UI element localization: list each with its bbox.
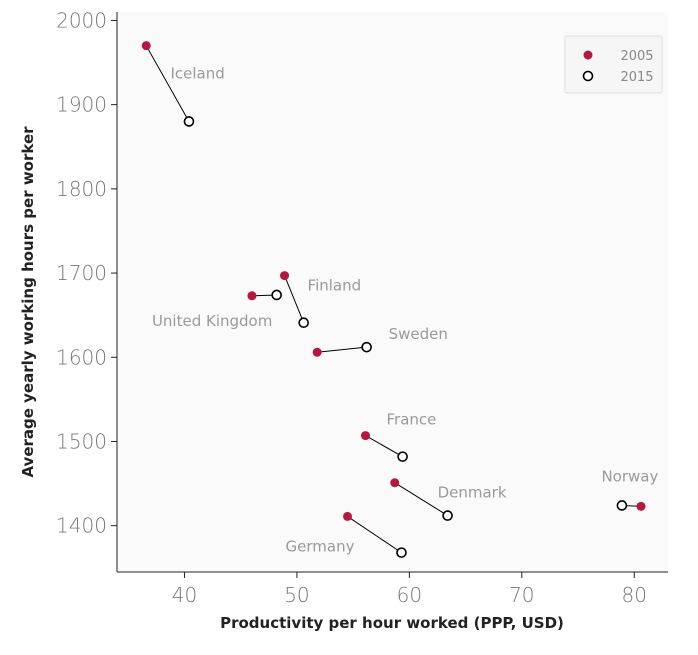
country-label: Iceland — [170, 65, 224, 83]
y-axis-title: Average yearly working hours per worker — [19, 126, 37, 478]
point-2005 — [636, 501, 646, 511]
point-2015 — [271, 289, 282, 301]
point-2005 — [361, 431, 371, 441]
country-label: Sweden — [389, 325, 448, 343]
country-label: Norway — [601, 467, 658, 485]
connector-line — [365, 435, 403, 458]
point-2005 — [141, 41, 151, 51]
country-label: Finland — [308, 277, 362, 295]
connector-line — [284, 275, 305, 323]
y-tick-label: 2000 — [56, 8, 107, 32]
point-2015 — [442, 510, 453, 521]
y-tick-label: 1500 — [56, 429, 107, 453]
legend-marker-2005 — [583, 50, 593, 60]
x-tick-label: 80 — [622, 583, 647, 607]
point-2005 — [390, 478, 400, 488]
connector-line — [317, 346, 367, 353]
point-2005 — [247, 291, 257, 301]
legend: 2005 2015 — [564, 35, 663, 94]
point-2015 — [298, 317, 309, 329]
y-axis-ticks: 1400 1500 1600 1700 1800 1900 2000 — [56, 8, 117, 538]
point-2015 — [616, 500, 628, 511]
data-points — [141, 41, 646, 558]
connector-line — [145, 45, 190, 122]
plot-area — [117, 12, 668, 572]
x-axis-title: Productivity per hour worked (PPP, USD) — [220, 614, 564, 632]
country-labels: Iceland Finland United Kingdom Sweden France… — [152, 65, 659, 556]
x-tick-label: 60 — [397, 583, 422, 607]
x-tick-label: 40 — [172, 583, 197, 607]
legend-marker-2015 — [582, 70, 594, 82]
y-tick-label: 1700 — [56, 261, 107, 285]
point-2015 — [396, 547, 407, 558]
country-label: Germany — [286, 538, 355, 556]
x-tick-label: 50 — [284, 583, 309, 607]
y-tick-label: 1400 — [56, 514, 107, 538]
country-label: Denmark — [438, 484, 507, 502]
y-tick-label: 1900 — [56, 93, 107, 117]
connector-line — [347, 516, 402, 554]
point-2005 — [280, 271, 290, 281]
connector-line — [394, 482, 448, 517]
x-tick-label: 70 — [509, 583, 534, 607]
legend-label-2015: 2015 — [620, 70, 653, 85]
point-2015 — [183, 116, 195, 127]
point-2015 — [361, 341, 372, 353]
point-2015 — [397, 451, 408, 462]
y-tick-label: 1600 — [56, 345, 107, 369]
country-label: United Kingdom — [152, 312, 272, 330]
point-2005 — [343, 511, 353, 521]
x-axis-ticks: 40 50 60 70 80 — [172, 572, 647, 607]
y-tick-label: 1800 — [56, 177, 107, 201]
legend-label-2005: 2005 — [620, 49, 653, 64]
country-label: France — [387, 411, 437, 429]
point-2005 — [312, 347, 322, 357]
